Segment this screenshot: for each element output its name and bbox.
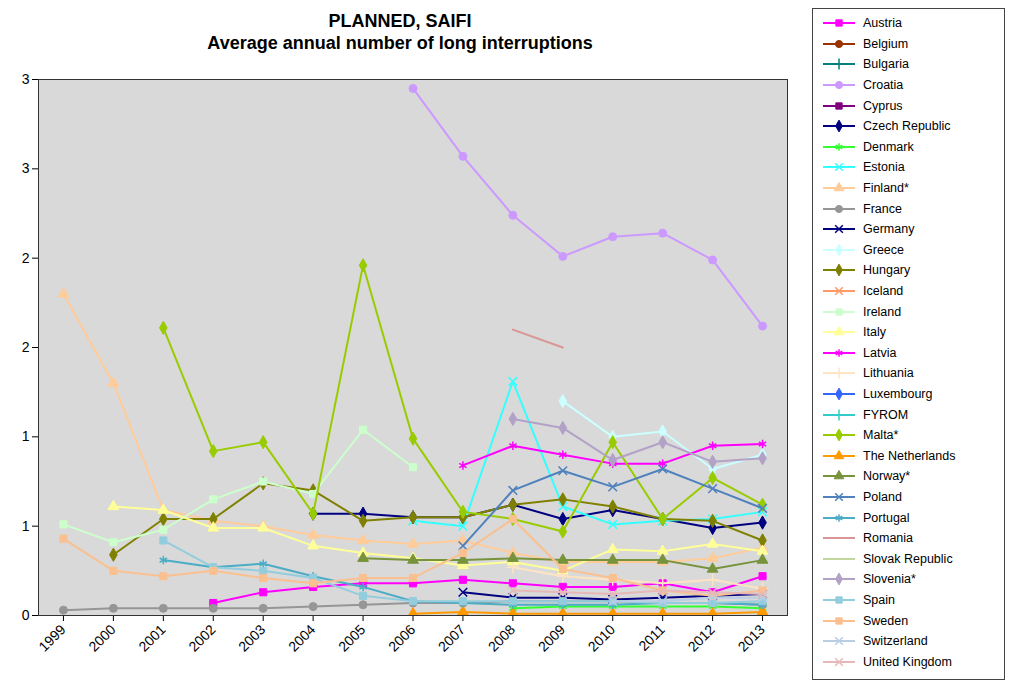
html-text:Slovenia*: Slovenia* <box>863 572 916 587</box>
html-text:Iceland: Iceland <box>863 284 904 298</box>
html-text:Norway*: Norway* <box>863 469 911 484</box>
svg-text:2010: 2010 <box>585 621 618 654</box>
svg-text:2008: 2008 <box>485 621 518 654</box>
html-text:United Kingdom: United Kingdom <box>863 654 952 669</box>
svg-text:2012: 2012 <box>685 621 718 654</box>
svg-text:2011: 2011 <box>635 621 668 654</box>
html-text:Austria: Austria <box>863 16 902 31</box>
html-text:Slovak Republic: Slovak Republic <box>863 551 953 566</box>
html-text:Ireland: Ireland <box>863 304 902 319</box>
html-text:PLANNED, SAIFI: PLANNED, SAIFI <box>328 11 472 31</box>
svg-text:2002: 2002 <box>185 621 218 654</box>
svg-text:2000: 2000 <box>85 621 118 654</box>
html-text:Finland*: Finland* <box>863 181 909 195</box>
svg-text:2: 2 <box>22 250 30 266</box>
svg-text:3: 3 <box>22 160 30 176</box>
html-text:Belgium: Belgium <box>863 36 909 51</box>
html-text:Cyprus: Cyprus <box>863 98 903 113</box>
html-text:Croatia: Croatia <box>863 78 904 93</box>
svg-text:2007: 2007 <box>435 621 468 654</box>
html-text:Latvia: Latvia <box>863 345 897 360</box>
html-text:FYROM: FYROM <box>863 407 909 422</box>
svg-text:2003: 2003 <box>235 621 268 654</box>
html-text:France: France <box>863 201 902 216</box>
svg-text:2009: 2009 <box>535 621 568 654</box>
html-text:Denmark: Denmark <box>863 139 914 154</box>
svg-text:2006: 2006 <box>385 621 418 654</box>
html-text:Luxembourg: Luxembourg <box>863 387 933 401</box>
html-text:Czech Republic: Czech Republic <box>863 119 951 134</box>
html-text:Greece: Greece <box>863 242 904 257</box>
html-text:Sweden: Sweden <box>863 613 909 628</box>
svg-text:2013: 2013 <box>734 621 767 654</box>
html-text:Romania: Romania <box>863 531 913 546</box>
svg-text:1999: 1999 <box>35 621 68 654</box>
html-text:Hungary: Hungary <box>863 263 911 278</box>
html-text:Switzerland: Switzerland <box>863 634 928 649</box>
html-text:Bulgaria: Bulgaria <box>863 57 909 72</box>
svg-text:2005: 2005 <box>335 621 368 654</box>
html-text:Average annual number of long: Average annual number of long interrupti… <box>207 33 593 53</box>
html-text:Lithuania: Lithuania <box>863 366 914 381</box>
html-text:Italy: Italy <box>863 325 886 340</box>
html-text:Germany: Germany <box>863 222 915 237</box>
svg-text:1: 1 <box>22 518 30 534</box>
svg-text:0: 0 <box>22 607 30 623</box>
html-text:The Netherlands: The Netherlands <box>863 448 956 463</box>
svg-text:1: 1 <box>22 428 30 444</box>
svg-text:2: 2 <box>22 339 30 355</box>
svg-text:2004: 2004 <box>285 621 318 654</box>
html-text:Portugal: Portugal <box>863 510 910 525</box>
html-text:Spain: Spain <box>863 592 895 607</box>
html-text:Poland: Poland <box>863 490 902 504</box>
svg-text:2001: 2001 <box>135 621 168 654</box>
html-text:Malta*: Malta* <box>863 428 899 443</box>
html-text:Estonia: Estonia <box>863 160 905 175</box>
svg-text:3: 3 <box>22 71 30 87</box>
